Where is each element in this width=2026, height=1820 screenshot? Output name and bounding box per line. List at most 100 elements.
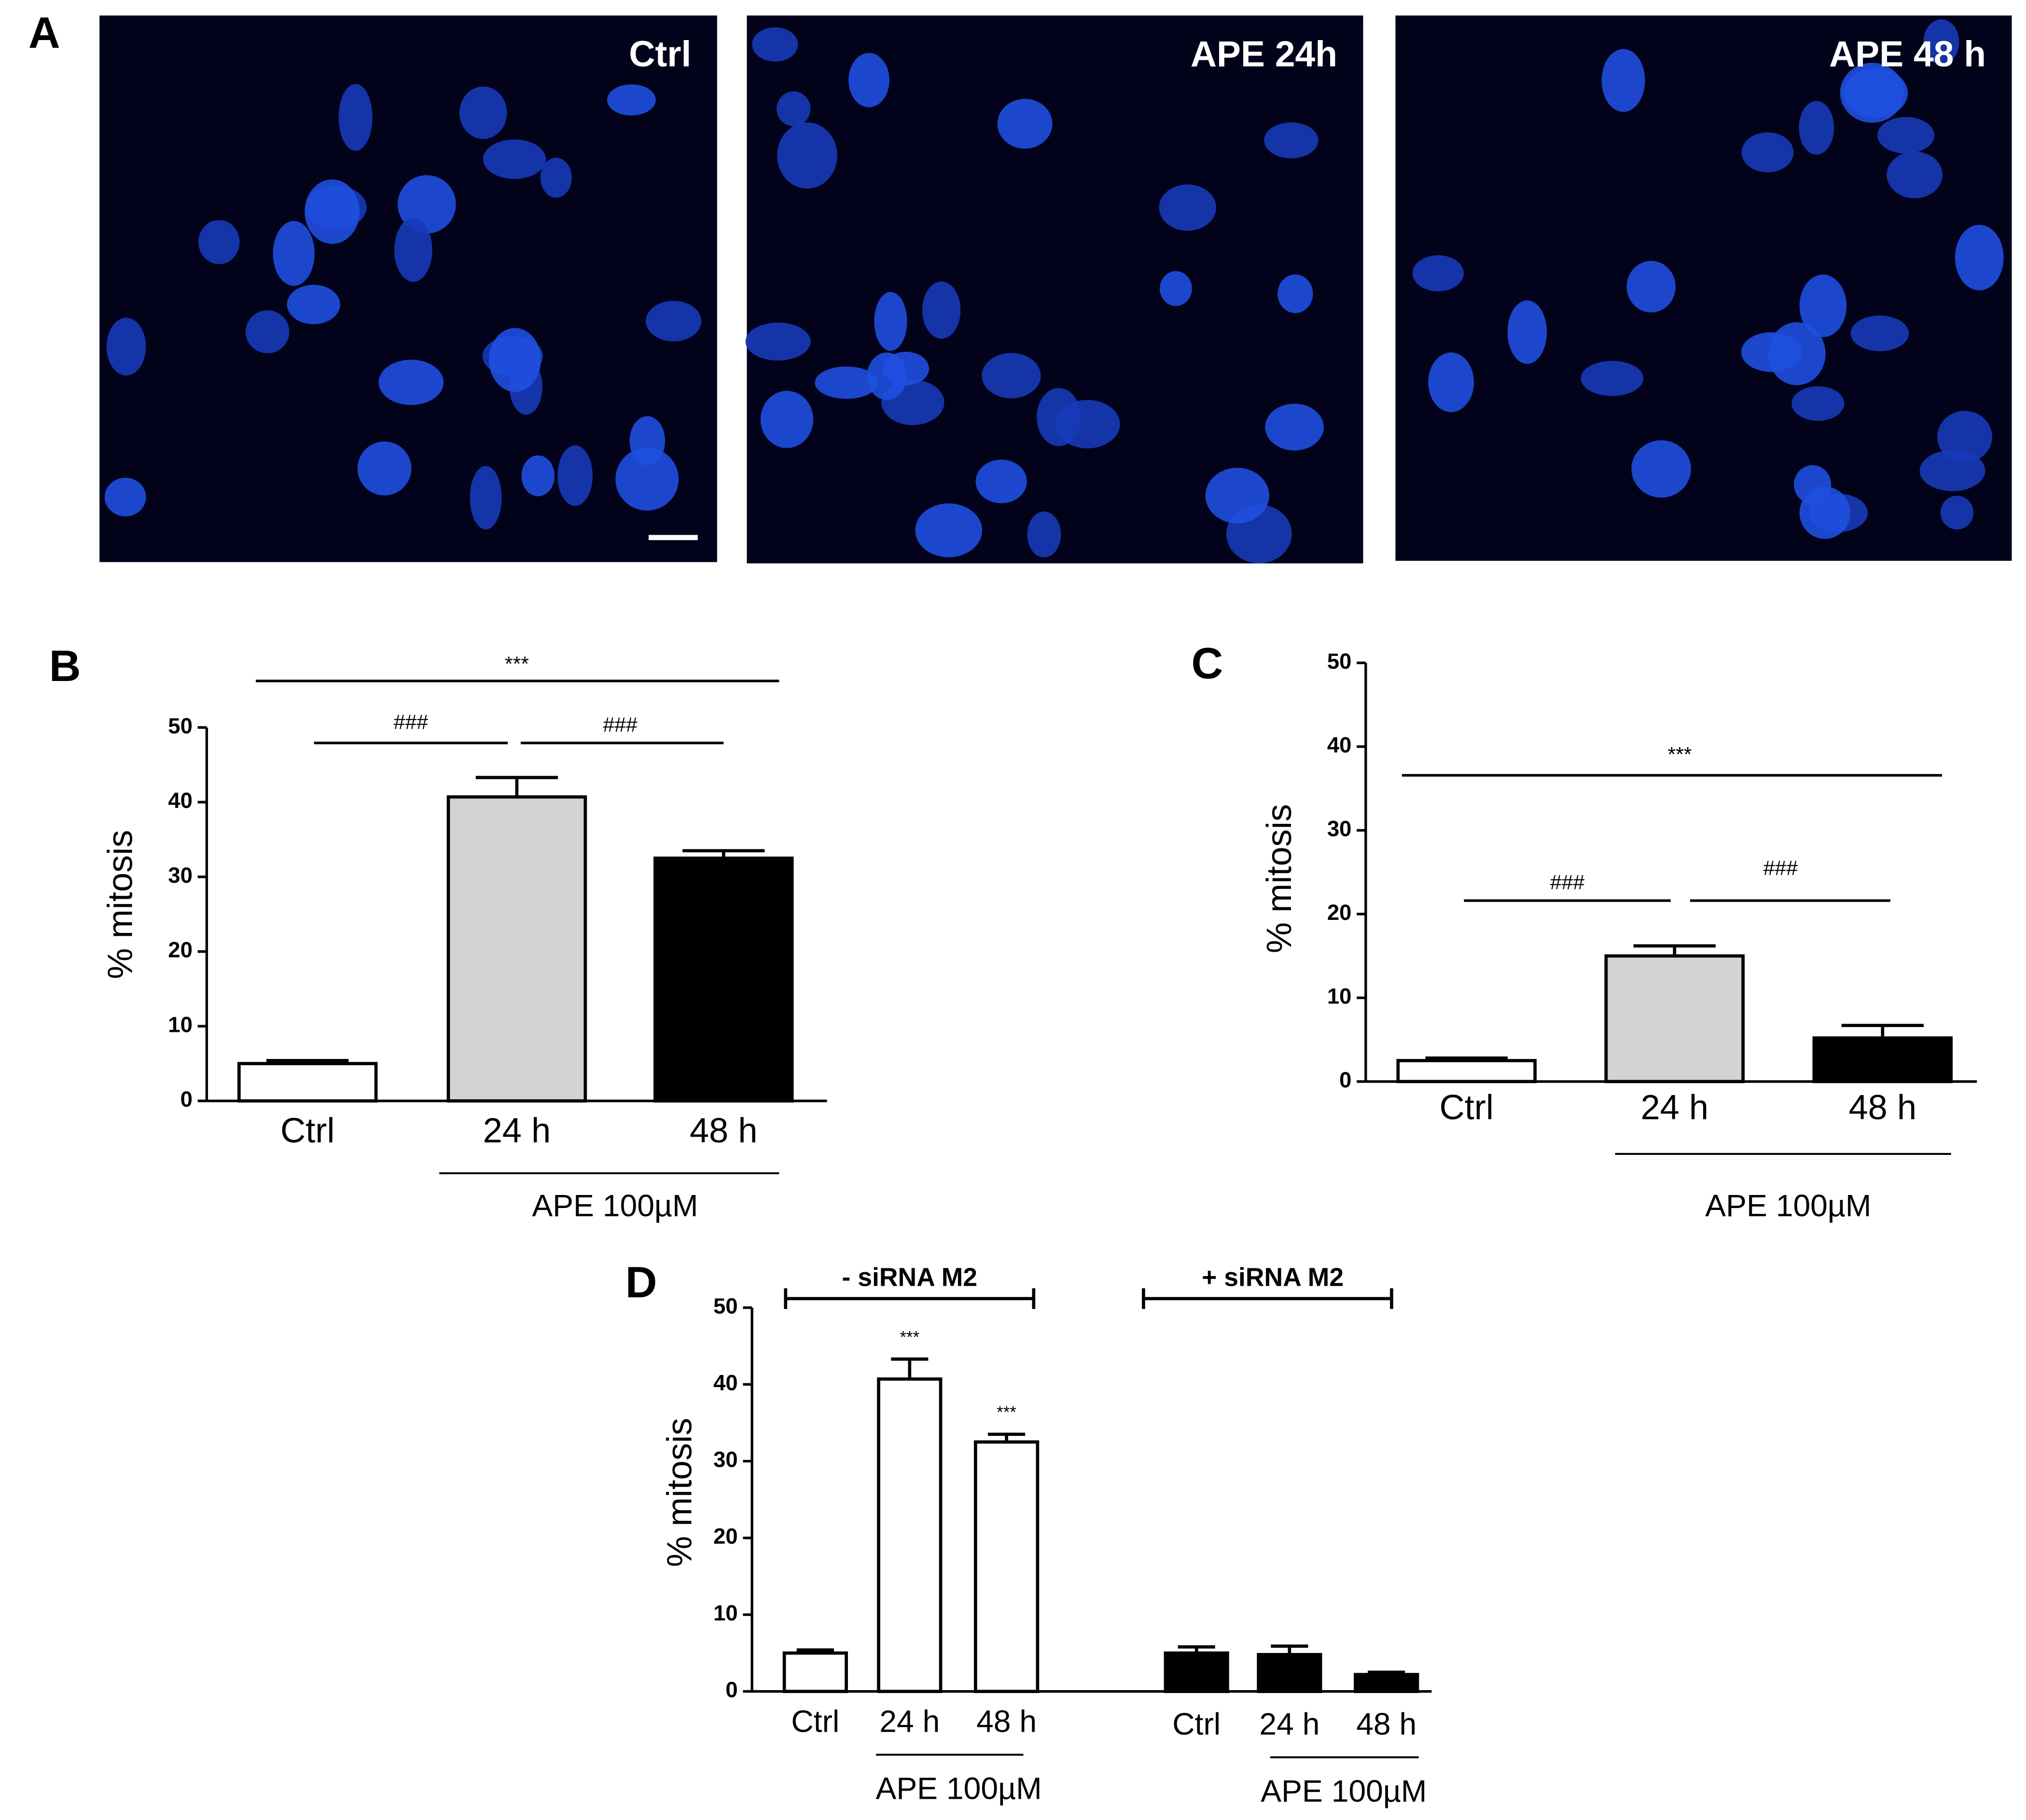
- nucleus: [867, 352, 907, 400]
- nucleus: [557, 445, 593, 506]
- bar: [1604, 954, 1745, 1084]
- nucleus: [874, 292, 907, 351]
- bar: [237, 1062, 378, 1103]
- image-label: APE 24h: [1191, 34, 1337, 74]
- nucleus: [540, 157, 572, 198]
- nucleus: [848, 53, 889, 108]
- nucleus: [922, 281, 961, 339]
- nucleus: [1631, 440, 1691, 498]
- x-tick-label: Ctrl: [1172, 1707, 1221, 1741]
- panel-letter: D: [625, 1258, 657, 1307]
- y-tick-label: 40: [713, 1370, 738, 1395]
- nucleus: [915, 503, 983, 557]
- x-tick-label: Ctrl: [791, 1704, 839, 1738]
- y-tick-label: 50: [1327, 649, 1352, 673]
- y-axis-label: % mitosis: [101, 830, 139, 979]
- nucleus: [1791, 386, 1845, 421]
- nucleus: [1507, 300, 1547, 364]
- nucleus: [287, 284, 340, 324]
- nucleus: [305, 179, 360, 244]
- nucleus: [338, 83, 373, 151]
- nucleus: [489, 328, 541, 392]
- y-tick-label: 20: [713, 1524, 738, 1549]
- nucleus: [1843, 68, 1908, 118]
- nucleus: [1027, 511, 1061, 558]
- nucleus: [1799, 486, 1851, 539]
- x-tick-label: 24 h: [1259, 1707, 1319, 1741]
- nucleus: [777, 91, 811, 126]
- nucleus: [1741, 132, 1794, 173]
- nucleus: [1955, 224, 2004, 291]
- nucleus: [615, 447, 679, 511]
- image-label: APE 48 h: [1829, 34, 1986, 74]
- x-tick-label: 48 h: [1848, 1088, 1916, 1127]
- significance-label: ***: [900, 1328, 920, 1347]
- nucleus: [1937, 411, 1992, 463]
- nucleus: [378, 360, 444, 405]
- significance-label: ###: [1763, 857, 1798, 880]
- nucleus: [1601, 49, 1645, 112]
- nucleus: [1626, 261, 1676, 313]
- nucleus: [1850, 315, 1909, 351]
- nucleus: [760, 390, 814, 448]
- nucleus: [1277, 274, 1313, 313]
- nucleus: [106, 318, 146, 376]
- y-tick-label: 20: [168, 938, 193, 962]
- image-label: Ctrl: [629, 34, 691, 74]
- group-title: + siRNA M2: [1202, 1264, 1344, 1292]
- group-bracket: [784, 1288, 1036, 1309]
- bar: [1164, 1651, 1229, 1693]
- nucleus: [815, 366, 878, 399]
- nucleus: [483, 139, 546, 179]
- nucleus: [997, 98, 1053, 149]
- nucleus: [1799, 101, 1834, 155]
- group-title: - siRNA M2: [842, 1264, 978, 1292]
- image-background: [747, 15, 1363, 564]
- significance-label: ###: [1550, 871, 1585, 894]
- x-tick-label: 24 h: [483, 1111, 551, 1150]
- bar: [782, 1651, 848, 1693]
- nucleus: [521, 455, 555, 497]
- x-tick-label: Ctrl: [1440, 1088, 1494, 1127]
- x-tick-label: 24 h: [1640, 1088, 1708, 1127]
- x-tick-label: 24 h: [879, 1704, 940, 1738]
- y-axis-label: % mitosis: [1260, 804, 1299, 953]
- y-tick-label: 20: [1327, 900, 1352, 925]
- panel-letter: A: [28, 9, 60, 57]
- y-tick-label: 30: [168, 863, 193, 888]
- nucleus: [357, 441, 412, 496]
- nucleus: [198, 220, 240, 264]
- micrograph: APE 48 h: [1395, 15, 2012, 561]
- y-tick-label: 10: [1327, 984, 1352, 1008]
- nucleus: [646, 301, 702, 342]
- significance-label: ***: [505, 653, 529, 676]
- bar: [1354, 1673, 1419, 1693]
- nucleus: [273, 221, 315, 286]
- bar: [653, 856, 794, 1103]
- significance-label: ***: [997, 1403, 1016, 1422]
- y-tick-label: 10: [713, 1601, 738, 1625]
- nucleus: [470, 466, 502, 530]
- y-tick-label: 30: [713, 1447, 738, 1472]
- group-label: APE 100µM: [532, 1188, 698, 1223]
- group-label: APE 100µM: [1261, 1774, 1427, 1808]
- panel-letter: C: [1191, 639, 1223, 688]
- significance-label: ###: [394, 711, 429, 734]
- x-tick-label: 48 h: [976, 1704, 1037, 1738]
- micrograph: APE 24h: [745, 15, 1363, 564]
- y-tick-label: 40: [1327, 733, 1352, 757]
- bar: [877, 1377, 943, 1693]
- nucleus: [1037, 388, 1081, 446]
- x-tick-label: Ctrl: [280, 1111, 334, 1150]
- y-tick-label: 10: [168, 1012, 193, 1037]
- y-tick-label: 40: [168, 788, 193, 813]
- bar: [974, 1440, 1040, 1693]
- bar: [1257, 1653, 1322, 1693]
- significance-label: ###: [603, 713, 638, 736]
- nucleus: [1428, 352, 1474, 412]
- bar: [1812, 1036, 1953, 1084]
- y-axis-label: % mitosis: [661, 1418, 699, 1567]
- nucleus: [1159, 184, 1217, 231]
- nucleus: [104, 477, 146, 516]
